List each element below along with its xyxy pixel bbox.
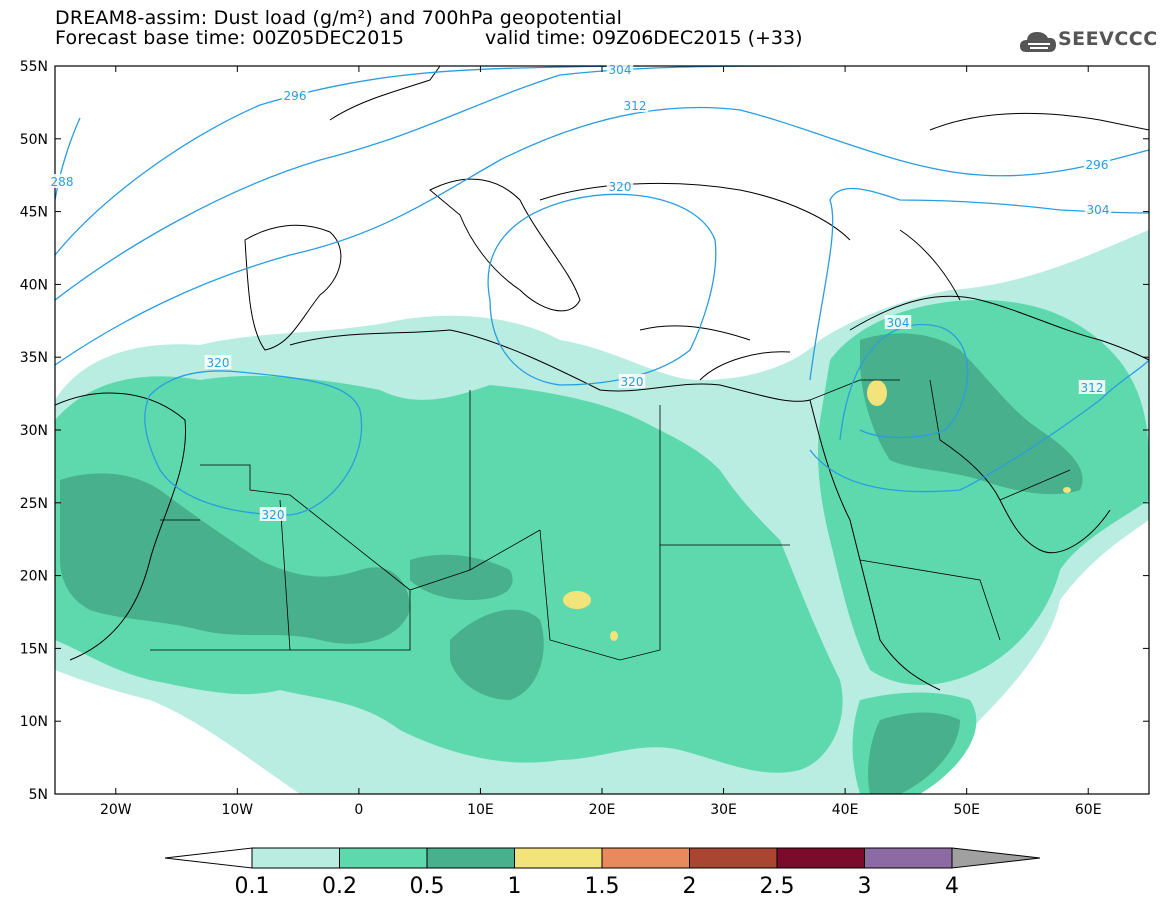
colorbar-label: 1 xyxy=(508,874,522,899)
lat-label: 25N xyxy=(20,496,48,512)
colorbar-segment xyxy=(251,847,340,869)
contour-label: 296 xyxy=(284,89,307,103)
lon-label: 40E xyxy=(832,802,859,818)
lon-label: 60E xyxy=(1075,802,1102,818)
colorbar-label: 2.5 xyxy=(760,874,795,899)
colorbar-segment xyxy=(514,847,603,869)
contour-label: 304 xyxy=(887,316,910,330)
lat-label: 40N xyxy=(20,277,48,293)
lat-label: 5N xyxy=(29,787,48,803)
lon-label: 10E xyxy=(467,802,494,818)
lat-label: 20N xyxy=(20,569,48,585)
contour-label: 320 xyxy=(609,180,632,194)
colorbar-label: 4 xyxy=(945,874,959,899)
contour-label: 320 xyxy=(262,508,285,522)
country-borders xyxy=(150,379,1071,661)
lon-label: 0 xyxy=(354,802,363,818)
lat-label: 50N xyxy=(20,132,48,148)
contour-label: 304 xyxy=(609,63,632,77)
colorbar-label: 0.2 xyxy=(322,874,357,899)
geopotential-contours xyxy=(55,66,1149,516)
colorbar-label: 1.5 xyxy=(585,874,620,899)
lat-label: 35N xyxy=(20,350,48,366)
colorbar-segment xyxy=(864,847,953,869)
colorbar xyxy=(164,847,1041,869)
lat-label: 10N xyxy=(20,714,48,730)
lon-label: 20E xyxy=(589,802,616,818)
dust-layer-dark xyxy=(60,333,1083,794)
colorbar-label: 0.5 xyxy=(410,874,445,899)
colorbar-segment xyxy=(426,847,515,869)
colorbar-label: 3 xyxy=(858,874,872,899)
colorbar-segment xyxy=(601,847,690,869)
contour-label: 296 xyxy=(1086,158,1109,172)
colorbar-label: 0.1 xyxy=(235,874,270,899)
base-time-label: Forecast base time: 00Z05DEC2015 xyxy=(55,27,405,49)
longitude-labels: 20W 10W 0 10E 20E 30E 40E 50E 60E xyxy=(100,802,1102,818)
map-title: DREAM8-assim: Dust load (g/m²) and 700hP… xyxy=(55,7,623,29)
contour-label: 288 xyxy=(51,175,74,189)
contour-label: 312 xyxy=(1081,381,1104,395)
lat-label: 55N xyxy=(20,59,48,75)
contour-label: 304 xyxy=(1087,203,1110,217)
lon-label: 10W xyxy=(221,802,253,818)
contour-label: 320 xyxy=(207,356,230,370)
lon-label: 30E xyxy=(710,802,737,818)
latitude-labels: 55N 50N 45N 40N 35N 30N 25N 20N 15N 10N 5N xyxy=(20,59,48,803)
lon-label: 20W xyxy=(100,802,132,818)
axis-ticks xyxy=(55,65,1149,795)
lat-label: 45N xyxy=(20,205,48,221)
cloud-logo-icon xyxy=(1020,32,1056,52)
lat-label: 30N xyxy=(20,423,48,439)
valid-time-label: valid time: 09Z06DEC2015 (+33) xyxy=(485,27,803,49)
lat-label: 15N xyxy=(20,641,48,657)
coastlines xyxy=(55,66,1149,691)
colorbar-segment xyxy=(689,847,778,869)
colorbar-labels: 0.1 0.2 0.5 1 1.5 2 2.5 3 4 xyxy=(235,874,960,899)
dust-layer-yellow xyxy=(563,380,1071,641)
colorbar-segment xyxy=(776,847,865,869)
contour-label: 320 xyxy=(621,375,644,389)
colorbar-segment xyxy=(339,847,428,869)
colorbar-label: 2 xyxy=(683,874,697,899)
colorbar-max-arrow xyxy=(951,847,1041,869)
logo-text: SEEVCCC xyxy=(1058,28,1158,50)
contour-label: 312 xyxy=(624,99,647,113)
colorbar-min-arrow xyxy=(164,847,253,869)
contour-labels: 288 296 304 312 320 320 320 320 296 304 304 312 xyxy=(48,62,1112,522)
lon-label: 50E xyxy=(953,802,980,818)
